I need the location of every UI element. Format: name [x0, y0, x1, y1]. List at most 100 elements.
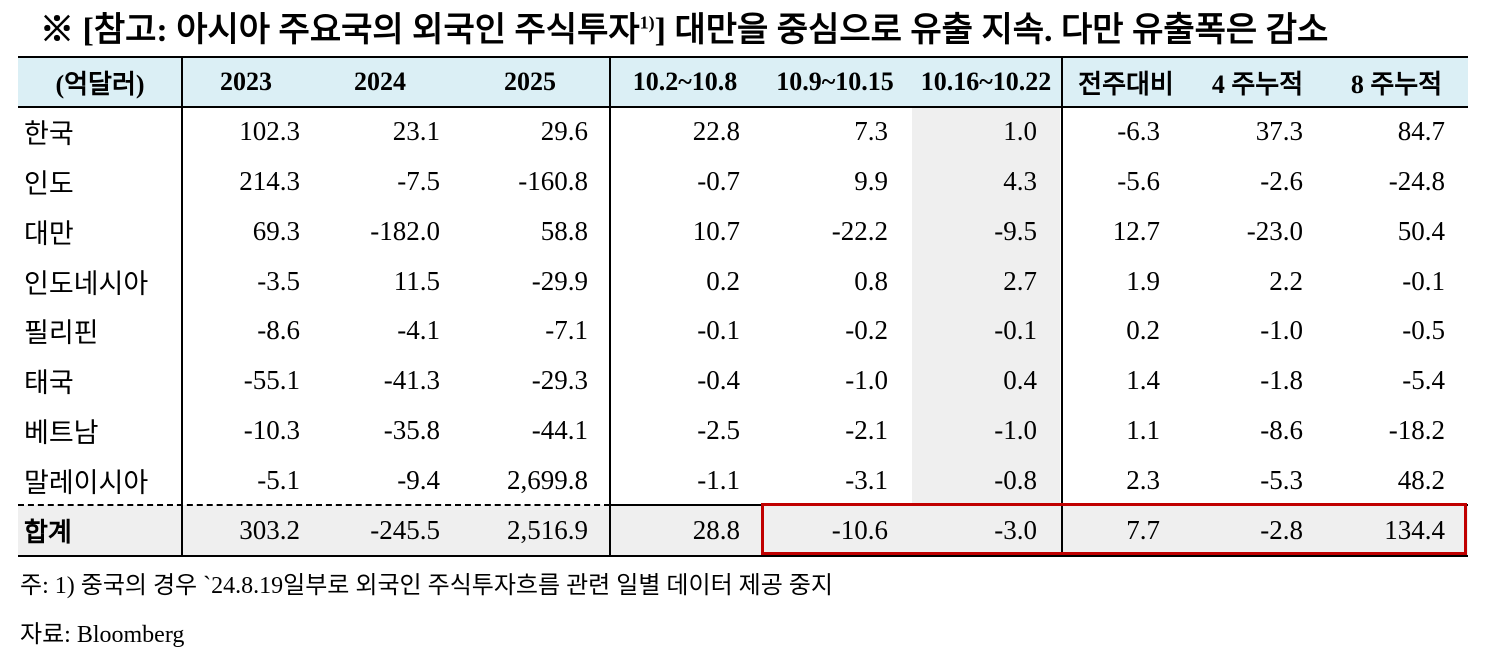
- total-value: 7.7: [1126, 514, 1160, 545]
- cell-value: -7.5: [397, 166, 440, 197]
- column-header: 2025: [504, 67, 556, 96]
- cell-value: 0.8: [854, 265, 888, 296]
- title-sup: 1): [639, 12, 655, 33]
- cell-value: -5.3: [1260, 464, 1303, 495]
- cell-value: -1.0: [1260, 315, 1303, 346]
- cell-value: -5.4: [1402, 365, 1445, 396]
- cell-value: 1.0: [1003, 116, 1037, 147]
- cell-value: 2.7: [1003, 265, 1037, 296]
- column-header: 4 주누적: [1211, 69, 1304, 99]
- cell-value: 48.2: [1397, 464, 1445, 495]
- total-value: 28.8: [692, 514, 740, 545]
- cell-value: 1.4: [1126, 365, 1160, 396]
- cell-value: 4.3: [1003, 166, 1037, 197]
- cell-value: 2,699.8: [507, 464, 588, 495]
- cell-value: -1.1: [697, 464, 740, 495]
- rule: [18, 56, 1468, 58]
- total-value: -10.6: [831, 514, 888, 545]
- cell-value: -22.2: [831, 215, 888, 246]
- cell-value: 1.9: [1126, 265, 1160, 296]
- cell-value: -35.8: [383, 414, 440, 445]
- rule: [18, 555, 1468, 557]
- total-value: -245.5: [370, 514, 440, 545]
- cell-value: -29.3: [531, 365, 588, 396]
- cell-value: -0.1: [1402, 265, 1445, 296]
- row-label: 필리핀: [24, 318, 99, 349]
- cell-value: -0.8: [994, 464, 1037, 495]
- footnote: 주: 1) 중국의 경우 `24.8.19일부로 외국인 주식투자흐름 관련 일…: [20, 573, 833, 599]
- rule: [18, 504, 610, 506]
- cell-value: -3.1: [845, 464, 888, 495]
- rule: [18, 106, 1468, 108]
- cell-value: 12.7: [1112, 215, 1160, 246]
- cell-value: 69.3: [252, 215, 300, 246]
- column-header: 2024: [354, 67, 406, 96]
- cell-value: -0.7: [697, 166, 740, 197]
- column-header: 10.16~10.22: [920, 67, 1052, 96]
- row-label: 베트남: [24, 417, 99, 448]
- title-text: ] 대만을 중심으로 유출 지속. 다만 유출폭은 감소: [654, 12, 1329, 49]
- highlight-box: [761, 503, 1467, 555]
- title: ※ [참고: 아시아 주요국의 외국인 주식투자1)] 대만을 중심으로 유출 …: [40, 2, 1328, 51]
- cell-value: -5.1: [257, 464, 300, 495]
- cell-value: 11.5: [393, 265, 440, 296]
- cell-value: 7.3: [854, 116, 888, 147]
- cell-value: -1.8: [1260, 365, 1303, 396]
- cell-value: -44.1: [531, 414, 588, 445]
- cell-value: -29.9: [531, 265, 588, 296]
- cell-value: 0.2: [1126, 315, 1160, 346]
- cell-value: -2.5: [697, 414, 740, 445]
- column-shade: [912, 107, 1060, 505]
- cell-value: -5.6: [1117, 166, 1160, 197]
- source: 자료: Bloomberg: [20, 622, 185, 648]
- header-bg: [18, 57, 1468, 107]
- column-header: 10.2~10.8: [632, 67, 738, 96]
- rule: [181, 57, 183, 556]
- cell-value: -9.4: [397, 464, 440, 495]
- cell-value: 2.3: [1126, 464, 1160, 495]
- cell-value: 29.6: [540, 116, 588, 147]
- cell-value: -0.1: [697, 315, 740, 346]
- cell-value: -9.5: [994, 215, 1037, 246]
- cell-value: -0.2: [845, 315, 888, 346]
- total-value: -3.0: [994, 514, 1037, 545]
- cell-value: -160.8: [518, 166, 588, 197]
- total-label: 합계: [24, 517, 72, 547]
- row-label: 태국: [24, 368, 74, 399]
- cell-value: 0.4: [1003, 365, 1037, 396]
- cell-value: 10.7: [692, 215, 740, 246]
- cell-value: -2.1: [845, 414, 888, 445]
- row-label: 말레이시아: [24, 467, 149, 498]
- cell-value: -1.0: [994, 414, 1037, 445]
- cell-value: -23.0: [1246, 215, 1303, 246]
- cell-value: -8.6: [257, 315, 300, 346]
- cell-value: 37.3: [1255, 116, 1303, 147]
- cell-value: 1.1: [1126, 414, 1160, 445]
- total-value: 303.2: [239, 514, 300, 545]
- cell-value: -8.6: [1260, 414, 1303, 445]
- cell-value: -41.3: [383, 365, 440, 396]
- cell-value: 23.1: [392, 116, 440, 147]
- cell-value: 84.7: [1397, 116, 1445, 147]
- total-value: -2.8: [1260, 514, 1303, 545]
- cell-value: -1.0: [845, 365, 888, 396]
- cell-value: -0.4: [697, 365, 740, 396]
- total-value: 134.4: [1384, 514, 1445, 545]
- cell-value: 2.2: [1269, 265, 1303, 296]
- cell-value: 50.4: [1397, 215, 1445, 246]
- cell-value: -0.1: [994, 315, 1037, 346]
- total-value: 2,516.9: [507, 514, 588, 545]
- rule: [609, 57, 611, 556]
- row-label: 대만: [24, 218, 74, 249]
- row-label: 인도네시아: [24, 268, 149, 299]
- cell-value: -24.8: [1388, 166, 1445, 197]
- total-bg: [18, 505, 1468, 555]
- cell-value: -2.6: [1260, 166, 1303, 197]
- column-header: 2023: [220, 67, 272, 96]
- cell-value: -3.5: [257, 265, 300, 296]
- rule: [1061, 57, 1063, 556]
- cell-value: -0.5: [1402, 315, 1445, 346]
- cell-value: 102.3: [239, 116, 300, 147]
- title-text: ※ [참고: 아시아 주요국의 외국인 주식투자: [40, 12, 640, 49]
